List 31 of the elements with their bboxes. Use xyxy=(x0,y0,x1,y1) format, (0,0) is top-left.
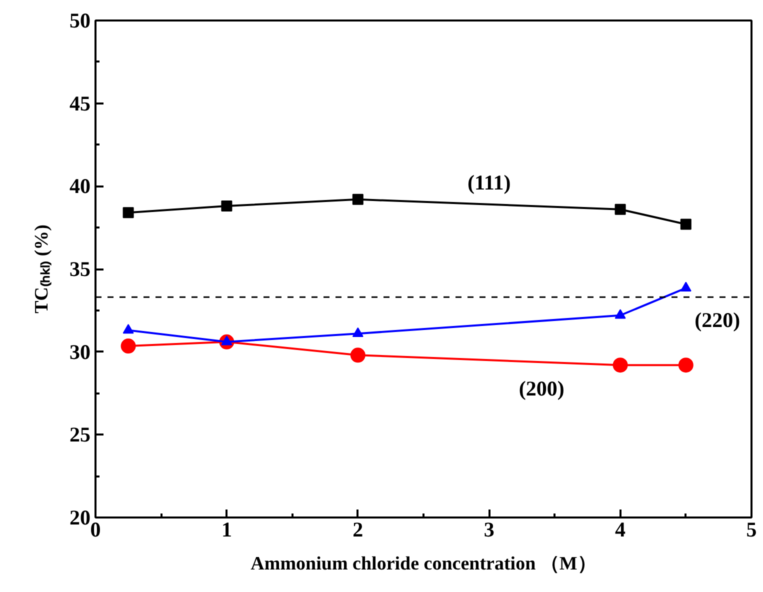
point xyxy=(680,218,692,230)
point xyxy=(352,194,364,205)
series-label: (111) xyxy=(468,170,511,194)
y-tick-label: 25 xyxy=(70,422,90,447)
y-tick-label: 50 xyxy=(70,8,90,32)
x-tick-label: 0 xyxy=(90,518,101,542)
point xyxy=(614,309,626,319)
point xyxy=(614,204,626,215)
point xyxy=(122,324,134,334)
y-tick-label: 35 xyxy=(70,257,90,281)
x-tick-label: 4 xyxy=(615,518,626,542)
point xyxy=(678,358,694,373)
point xyxy=(352,327,364,337)
y-tick-label: 30 xyxy=(70,340,90,364)
x-tick-label: 5 xyxy=(746,518,757,542)
point xyxy=(120,338,136,354)
point xyxy=(122,207,134,218)
y-axis-title: TC₍ₕₖₗ₎ (%) xyxy=(32,224,52,314)
point xyxy=(350,348,366,363)
x-tick-label: 2 xyxy=(352,518,364,542)
y-tick-label: 40 xyxy=(70,174,90,198)
point xyxy=(612,358,628,373)
y-tick-label: 45 xyxy=(70,91,90,116)
y-tick-label: 20 xyxy=(70,506,90,530)
series-label: (220) xyxy=(694,308,740,332)
x-axis-title: Ammonium chloride concentration （M） xyxy=(250,554,596,574)
point xyxy=(680,282,692,292)
x-tick-label: 3 xyxy=(484,518,494,542)
x-tick-label: 1 xyxy=(221,518,232,542)
series-label: (200) xyxy=(518,376,564,401)
point xyxy=(221,200,232,212)
